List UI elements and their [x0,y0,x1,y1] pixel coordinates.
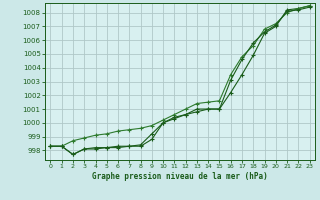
X-axis label: Graphe pression niveau de la mer (hPa): Graphe pression niveau de la mer (hPa) [92,172,268,181]
